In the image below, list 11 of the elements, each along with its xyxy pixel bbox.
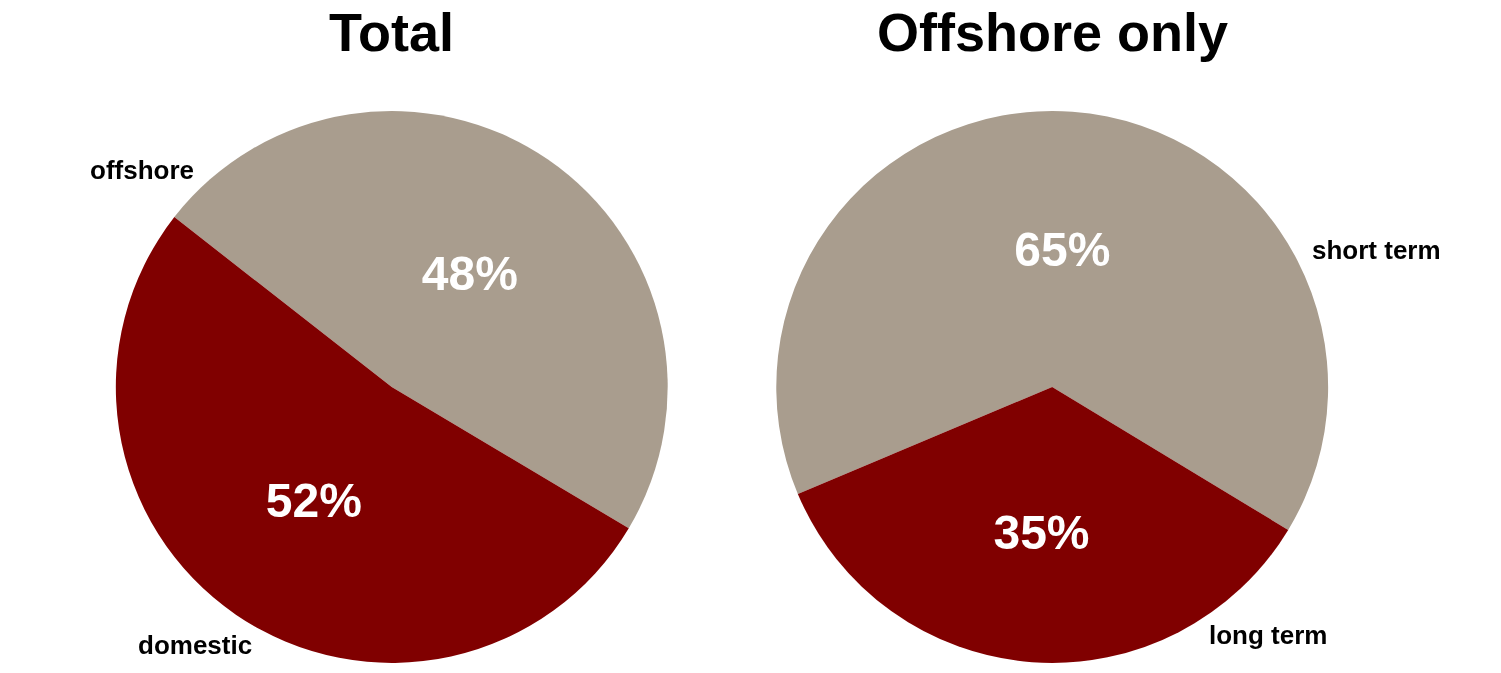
slice-label: short term <box>1312 235 1441 265</box>
slice-label: domestic <box>138 630 253 660</box>
slice-label: long term <box>1209 620 1328 650</box>
slice-label: offshore <box>90 155 194 185</box>
chart-title: Total <box>329 2 454 62</box>
chart-title: Offshore only <box>877 2 1229 62</box>
data-label: 52% <box>265 474 362 528</box>
pie-slice <box>116 217 629 663</box>
data-label: 65% <box>1014 222 1111 276</box>
data-label: 35% <box>993 506 1090 559</box>
data-label: 48% <box>421 246 518 300</box>
